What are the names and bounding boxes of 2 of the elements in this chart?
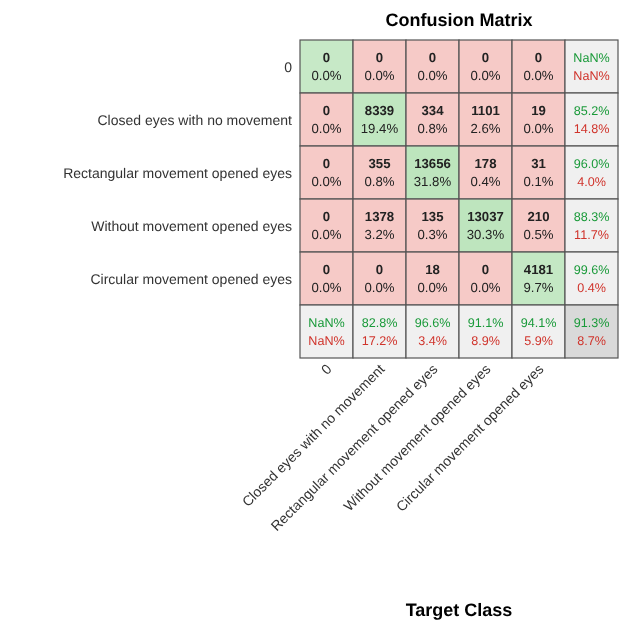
x-axis-title: Target Class	[405, 600, 513, 620]
chart-title: Confusion Matrix	[385, 10, 533, 30]
